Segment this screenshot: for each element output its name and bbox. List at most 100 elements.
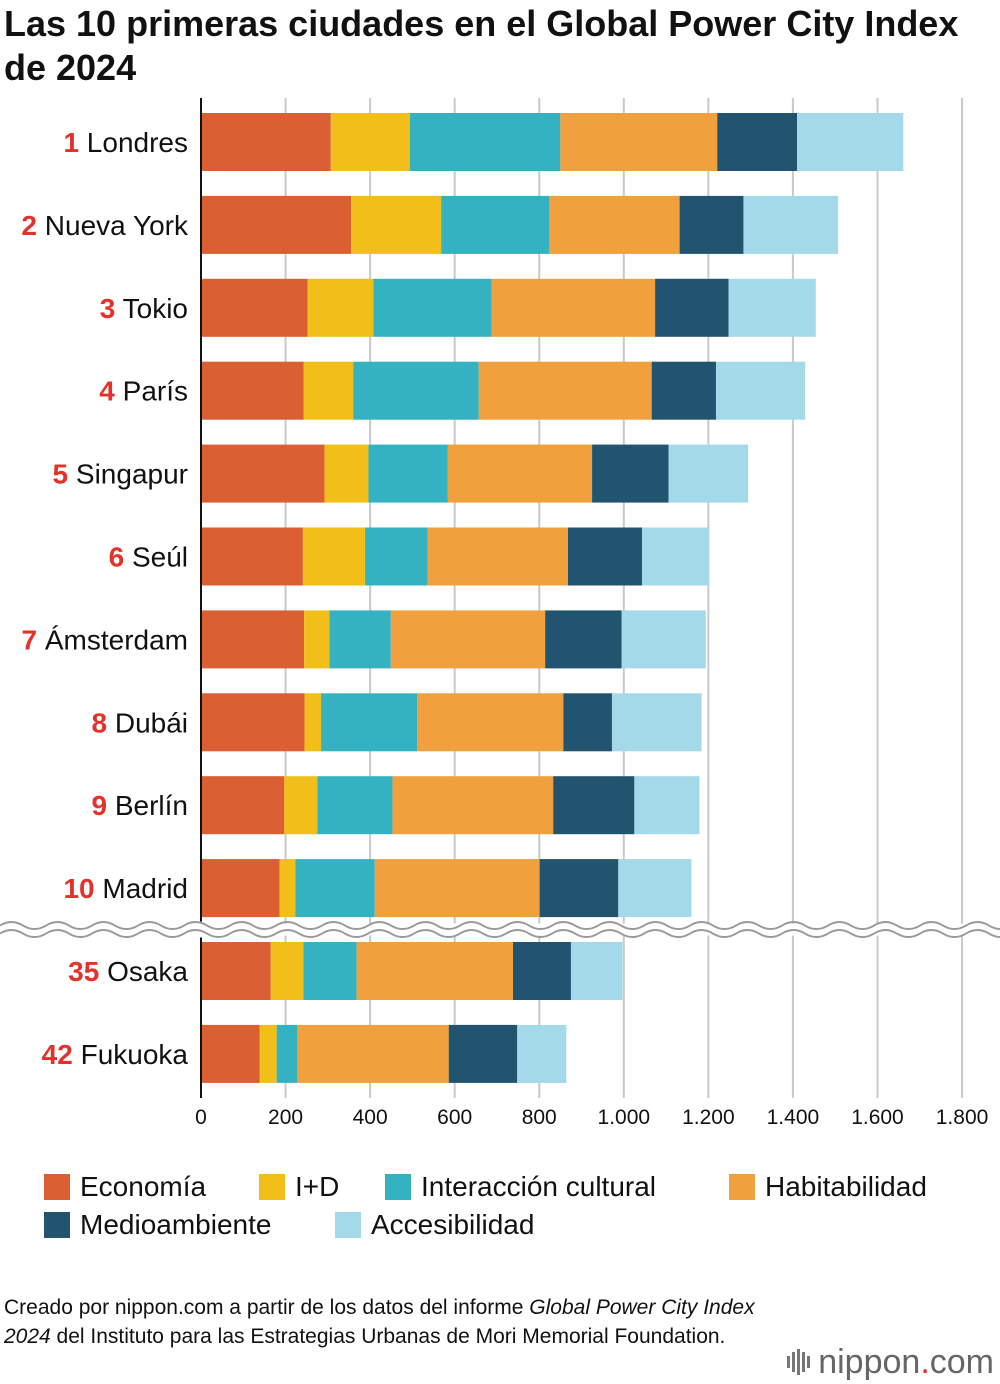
legend-swatch-medioambiente bbox=[44, 1212, 70, 1238]
bar-segment-economia bbox=[201, 610, 305, 669]
bar-segment-habitabilidad bbox=[447, 444, 593, 503]
source-suffix: del Instituto para las Estrategias Urban… bbox=[50, 1325, 726, 1348]
legend-item-habitabilidad: Habitabilidad bbox=[729, 1170, 927, 1204]
source-prefix: Creado por nippon.com a partir de los da… bbox=[4, 1296, 530, 1319]
legend-item-accesibilidad: Accesibilidad bbox=[335, 1208, 534, 1242]
bar-segment-habitabilidad bbox=[297, 1024, 449, 1083]
bar-segment-habitabilidad bbox=[417, 693, 564, 752]
bar-segment-interaccion bbox=[295, 859, 375, 918]
bar-segment-habitabilidad bbox=[356, 942, 514, 1000]
x-tick-label: 200 bbox=[268, 1106, 303, 1129]
axis-break bbox=[0, 921, 1000, 939]
bar-segment-economia bbox=[201, 195, 352, 254]
logo-text-b: com bbox=[929, 1343, 994, 1381]
bar-segment-economia bbox=[201, 693, 305, 752]
city-name: Madrid bbox=[95, 873, 188, 904]
bar-segment-medioambiente bbox=[651, 361, 716, 420]
rank-number: 3 bbox=[100, 293, 116, 324]
city-name: Seúl bbox=[124, 542, 188, 573]
bar-segment-interaccion bbox=[373, 278, 492, 337]
bar-segment-habitabilidad bbox=[374, 859, 540, 918]
bar-segment-id bbox=[259, 1024, 277, 1083]
legend-label-medioambiente: Medioambiente bbox=[80, 1209, 272, 1240]
bar-segment-habitabilidad bbox=[427, 527, 568, 586]
bar-segment-medioambiente bbox=[655, 278, 729, 337]
city-label: 4 París bbox=[99, 376, 188, 407]
city-label: 7 Ámsterdam bbox=[21, 624, 188, 655]
axis-break-line-bottom bbox=[0, 929, 1000, 939]
city-label: 5 Singapur bbox=[53, 459, 188, 490]
legend-item-id: I+D bbox=[259, 1170, 339, 1204]
bar-segment-interaccion bbox=[321, 693, 418, 752]
logo-bars-icon bbox=[787, 1349, 812, 1375]
logo-dot: . bbox=[920, 1343, 930, 1381]
source-note: Creado por nippon.com a partir de los da… bbox=[4, 1293, 764, 1351]
bar-segment-accesibilidad bbox=[641, 527, 710, 586]
city-label: 35 Osaka bbox=[68, 956, 188, 987]
bar-segment-id bbox=[307, 278, 374, 337]
bar-segment-accesibilidad bbox=[668, 444, 749, 503]
bar-segment-economia bbox=[201, 113, 331, 171]
bar-segment-id bbox=[351, 195, 442, 254]
legend-swatch-interaccion bbox=[385, 1174, 411, 1200]
city-name: Tokio bbox=[115, 293, 188, 324]
legend-swatch-id bbox=[259, 1174, 285, 1200]
bar-segment-id bbox=[324, 444, 369, 503]
legend-label-accesibilidad: Accesibilidad bbox=[371, 1209, 535, 1240]
bars bbox=[201, 113, 904, 1083]
bar-segment-id bbox=[279, 859, 296, 918]
bar-segment-economia bbox=[201, 527, 303, 586]
x-tick-label: 0 bbox=[195, 1106, 207, 1129]
x-tick-label: 1.400 bbox=[767, 1106, 820, 1129]
bar-segment-accesibilidad bbox=[743, 195, 839, 254]
bar-segment-economia bbox=[201, 859, 280, 918]
rank-number: 5 bbox=[53, 459, 69, 490]
city-label: 8 Dubái bbox=[91, 707, 188, 738]
bar-segment-id bbox=[304, 693, 322, 752]
bar-segment-accesibilidad bbox=[611, 693, 702, 752]
bar-segment-interaccion bbox=[303, 942, 357, 1000]
bar-segment-medioambiente bbox=[567, 527, 642, 586]
axis-break-line-top bbox=[0, 921, 1000, 931]
legend-item-medioambiente: Medioambiente bbox=[44, 1208, 271, 1242]
city-label: 10 Madrid bbox=[63, 873, 188, 904]
bar-segment-interaccion bbox=[368, 444, 448, 503]
bar-segment-interaccion bbox=[441, 195, 550, 254]
bar-segment-economia bbox=[201, 942, 271, 1000]
bar-segment-accesibilidad bbox=[618, 859, 692, 918]
rank-number: 8 bbox=[91, 707, 107, 738]
bar-segment-economia bbox=[201, 278, 308, 337]
legend-label-interaccion: Interacción cultural bbox=[421, 1171, 657, 1202]
bar-segment-accesibilidad bbox=[570, 942, 623, 1000]
bar-segment-medioambiente bbox=[545, 610, 622, 669]
chart-title: Las 10 primeras ciudades en el Global Po… bbox=[4, 3, 959, 88]
bar-segment-accesibilidad bbox=[728, 278, 816, 337]
bar-segment-interaccion bbox=[317, 776, 393, 835]
bar-segment-medioambiente bbox=[553, 776, 635, 835]
legend-swatch-accesibilidad bbox=[335, 1212, 361, 1238]
city-name: Singapur bbox=[68, 459, 188, 490]
city-label: 3 Tokio bbox=[100, 293, 188, 324]
x-tick-label: 1.200 bbox=[682, 1106, 735, 1129]
legend-swatch-economia bbox=[44, 1174, 70, 1200]
bar-segment-habitabilidad bbox=[478, 361, 652, 420]
bar-segment-medioambiente bbox=[563, 693, 612, 752]
bar-segment-interaccion bbox=[276, 1024, 298, 1083]
rank-number: 7 bbox=[21, 624, 37, 655]
bar-segment-medioambiente bbox=[679, 195, 744, 254]
bar-segment-economia bbox=[201, 1024, 260, 1083]
bar-segment-accesibilidad bbox=[634, 776, 700, 835]
bar-segment-economia bbox=[201, 444, 325, 503]
city-label: 9 Berlín bbox=[91, 790, 188, 821]
bar-segment-habitabilidad bbox=[491, 278, 656, 337]
legend-swatch-habitabilidad bbox=[729, 1174, 755, 1200]
bar-segment-economia bbox=[201, 361, 304, 420]
rank-number: 6 bbox=[109, 542, 125, 573]
bar-segment-id bbox=[302, 527, 366, 586]
x-tick-label: 1.000 bbox=[598, 1106, 651, 1129]
bar-segment-accesibilidad bbox=[621, 610, 706, 669]
city-label: 6 Seúl bbox=[109, 542, 188, 573]
legend-label-economia: Economía bbox=[80, 1171, 207, 1202]
city-label: 1 Londres bbox=[63, 127, 188, 158]
legend-item-economia: Economía bbox=[44, 1170, 206, 1204]
